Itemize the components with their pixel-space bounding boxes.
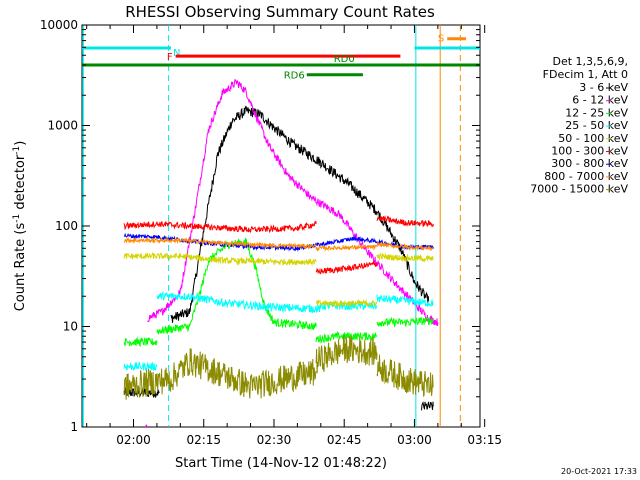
- y-label-mid: detector: [13, 154, 28, 214]
- series-line: [147, 78, 439, 326]
- series-7000-15000-keV: [123, 335, 434, 400]
- y-tick-label: 10000: [40, 18, 78, 32]
- y-label-end: ): [13, 141, 28, 146]
- x-axis: 02:00 02:15 02:30 02:45 03:00 03:15: [86, 25, 502, 447]
- series-line: [170, 105, 429, 323]
- series-line: [123, 336, 158, 348]
- series-line: [156, 237, 317, 335]
- flag-label: RD0: [334, 54, 355, 65]
- flag-label: F: [167, 52, 173, 63]
- legend: Det 1,3,5,6,9, FDecim 1, Att 0 3 - 6 keV…: [530, 55, 628, 196]
- series-line: [123, 252, 317, 267]
- series-line: [123, 236, 317, 250]
- y-label-main: Count Rate (s: [13, 223, 28, 312]
- series-50-100-keV: [123, 252, 434, 308]
- y-label-exp2: -1: [12, 146, 22, 155]
- series-line: [376, 215, 434, 228]
- legend-entry: 6 - 12 keV: [572, 94, 628, 107]
- flag-label: RD6: [284, 71, 305, 82]
- flag-bars: NF RD0 RD6 S: [82, 34, 480, 82]
- y-label-exp1: -1: [12, 214, 22, 223]
- y-tick-label: 1: [70, 420, 78, 434]
- y-axis: 1 10 100 1000 10000: [40, 18, 480, 434]
- series-line: [376, 354, 434, 398]
- series-6-12-keV: [144, 78, 439, 427]
- x-tick-label: 03:00: [397, 433, 432, 447]
- series-line: [156, 290, 322, 314]
- y-axis-label: Count Rate (s-1 detector-1): [12, 141, 28, 312]
- series-line: [123, 220, 317, 234]
- legend-entry: 100 - 300 keV: [551, 145, 628, 158]
- legend-entry: 800 - 7000 keV: [544, 170, 628, 183]
- chart-title: RHESSI Observing Summary Count Rates: [125, 3, 435, 21]
- x-tick-label: 02:15: [186, 433, 221, 447]
- series-800-7000-keV: [123, 236, 434, 252]
- x-tick-label: 03:15: [467, 433, 502, 447]
- legend-entry: 7000 - 15000 keV: [530, 183, 628, 196]
- flag-label: N: [173, 48, 180, 59]
- series-line: [315, 244, 378, 252]
- x-axis-label: Start Time (14-Nov-12 01:48:22): [175, 456, 387, 471]
- series-line: [376, 252, 434, 263]
- y-tick-label: 100: [55, 219, 78, 233]
- legend-entry: 25 - 50 keV: [565, 119, 628, 132]
- legend-entry: 50 - 100 keV: [558, 132, 628, 145]
- series-line: [123, 348, 317, 400]
- flag-label: S: [438, 34, 444, 45]
- x-tick-label: 02:30: [257, 433, 292, 447]
- series-line: [376, 316, 434, 328]
- x-tick-label: 02:45: [327, 433, 362, 447]
- series-line: [123, 360, 158, 372]
- legend-title-1: Det 1,3,5,6,9,: [552, 55, 628, 68]
- series-100-300-keV: [123, 215, 434, 275]
- legend-entry: 12 - 25 keV: [565, 106, 628, 119]
- y-tick-label: 10: [63, 320, 78, 334]
- footer-date: 20-Oct-2021 17:33: [561, 467, 637, 476]
- x-tick-label: 02:00: [116, 433, 151, 447]
- series-lines: [123, 78, 439, 427]
- series-line: [421, 401, 434, 411]
- legend-title-2: FDecim 1, Att 0: [543, 68, 628, 81]
- series-line: [315, 330, 378, 345]
- series-line: [123, 232, 434, 252]
- series-line: [315, 260, 378, 275]
- legend-entry: 3 - 6 keV: [579, 81, 628, 94]
- series-line: [315, 335, 378, 374]
- series-line: [376, 241, 434, 252]
- legend-entry: 300 - 800 keV: [551, 157, 628, 170]
- series-300-800-keV: [123, 232, 434, 252]
- series-line: [315, 298, 378, 308]
- series-12-25-keV: [123, 237, 434, 348]
- series-line: [376, 294, 434, 308]
- y-tick-label: 1000: [47, 119, 78, 133]
